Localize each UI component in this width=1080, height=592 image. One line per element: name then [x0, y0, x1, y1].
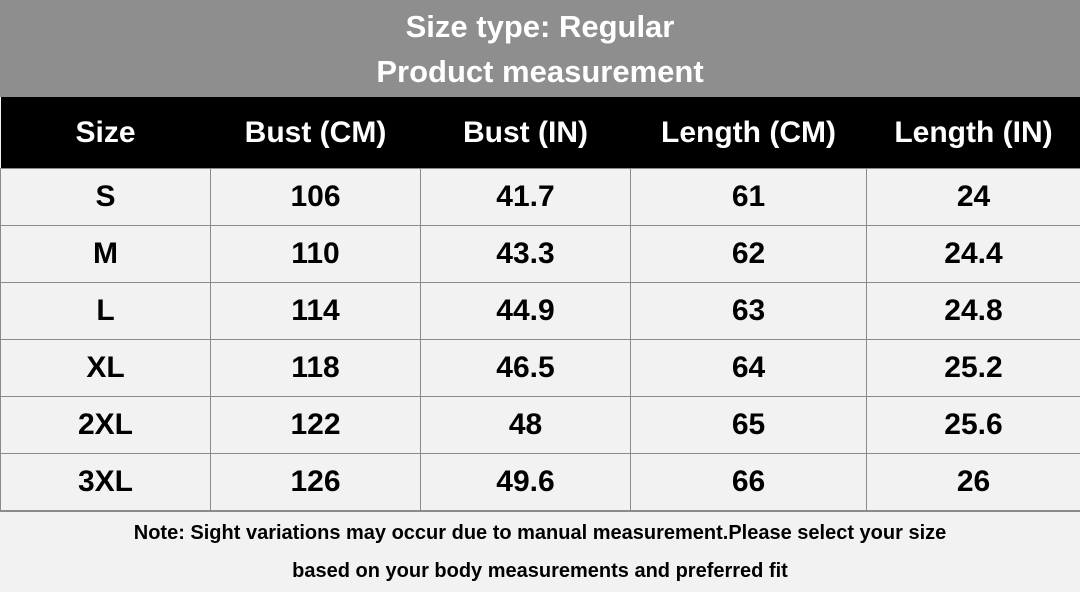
note-line: Note: Sight variations may occur due to … [0, 514, 1080, 552]
note-line: based on your body measurements and pref… [0, 552, 1080, 590]
column-header: Length (CM) [631, 97, 867, 169]
table-cell: XL [1, 340, 211, 397]
table-cell: 43.3 [421, 226, 631, 283]
table-cell: 3XL [1, 454, 211, 511]
table-cell: 48 [421, 397, 631, 454]
table-cell: 126 [211, 454, 421, 511]
table-cell: 46.5 [421, 340, 631, 397]
table-cell: 114 [211, 283, 421, 340]
table-cell: L [1, 283, 211, 340]
table-cell: 24.8 [867, 283, 1080, 340]
table-cell: 2XL [1, 397, 211, 454]
table-cell: 106 [211, 169, 421, 226]
column-header: Bust (IN) [421, 97, 631, 169]
table-cell: 24 [867, 169, 1080, 226]
table-cell: 41.7 [421, 169, 631, 226]
table-cell: 24.4 [867, 226, 1080, 283]
table-cell: 49.6 [421, 454, 631, 511]
table-cell: 61 [631, 169, 867, 226]
table-cell: 44.9 [421, 283, 631, 340]
table-cell: 110 [211, 226, 421, 283]
table-cell: 118 [211, 340, 421, 397]
title-line: Product measurement [0, 49, 1080, 94]
table-cell: 63 [631, 283, 867, 340]
table-cell: M [1, 226, 211, 283]
note: Note: Sight variations may occur due to … [0, 511, 1080, 592]
column-header: Size [1, 97, 211, 169]
table-cell: 25.2 [867, 340, 1080, 397]
table-cell: 65 [631, 397, 867, 454]
table-cell: 122 [211, 397, 421, 454]
table-cell: 25.6 [867, 397, 1080, 454]
title-line: Size type: Regular [0, 4, 1080, 49]
table-cell: 62 [631, 226, 867, 283]
column-header: Bust (CM) [211, 97, 421, 169]
table-cell: 26 [867, 454, 1080, 511]
table-cell: 66 [631, 454, 867, 511]
column-header: Length (IN) [867, 97, 1080, 169]
table-cell: 64 [631, 340, 867, 397]
table-cell: S [1, 169, 211, 226]
